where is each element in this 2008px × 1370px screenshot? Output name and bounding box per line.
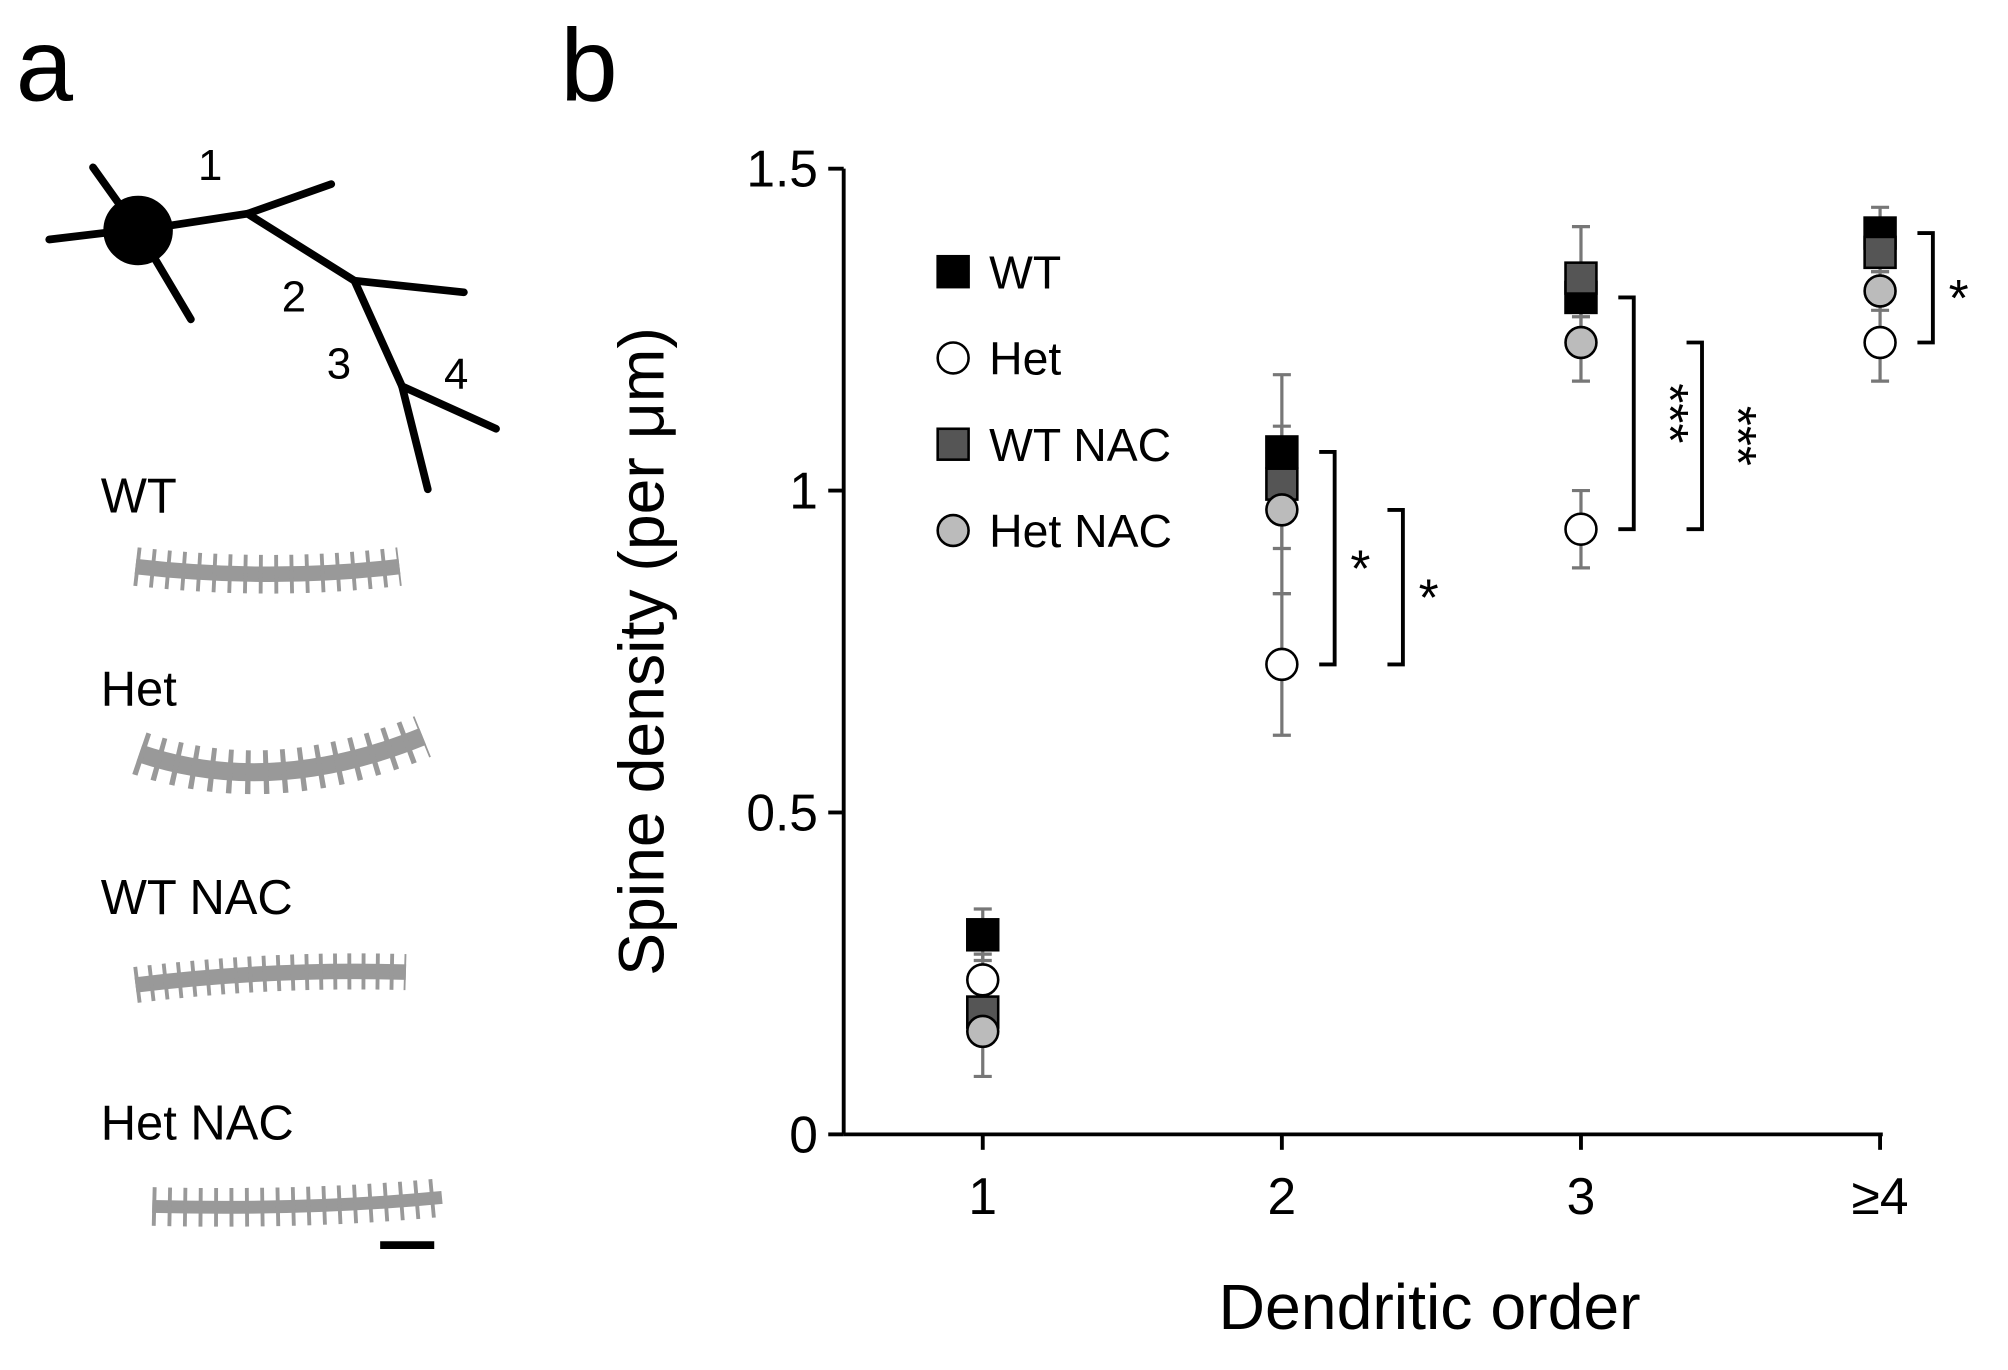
branch-label: 1 [198, 141, 222, 190]
x-tick-label: 2 [1268, 1167, 1297, 1225]
significance-label: *** [1641, 383, 1699, 443]
marker [966, 963, 1000, 997]
significance-label: * [1949, 269, 1969, 327]
marker [1265, 647, 1299, 682]
dendrite-label: Het NAC [101, 1097, 294, 1151]
x-tick-label: 1 [968, 1167, 997, 1225]
significance-label: * [1419, 568, 1439, 626]
legend-marker [936, 254, 970, 289]
y-tick-label: 1.5 [746, 140, 818, 198]
branch-label: 4 [444, 350, 468, 399]
dendrite-label: Het [101, 663, 178, 717]
y-axis-label: Spine density (per μm) [605, 327, 677, 976]
significance-label: *** [1709, 406, 1767, 466]
branch-label: 2 [282, 273, 306, 322]
marker [966, 918, 1000, 952]
significance-bracket [1917, 231, 1935, 345]
legend-label: WT [989, 246, 1061, 298]
marker [1863, 325, 1897, 360]
branch-label: 3 [327, 340, 351, 389]
dendrite-images [132, 547, 444, 1227]
legend-marker [936, 427, 970, 461]
marker [1564, 512, 1598, 546]
marker [1863, 235, 1897, 270]
marker [1265, 493, 1299, 527]
dendrite-label: WT NAC [101, 871, 293, 925]
panel-letter: b [560, 7, 617, 122]
marker [966, 1014, 1000, 1049]
y-tick-label: 1 [789, 462, 818, 520]
marker [1564, 261, 1598, 295]
significance-label: * [1350, 539, 1370, 597]
x-axis-label: Dendritic order [1219, 1271, 1641, 1343]
legend-marker [936, 513, 970, 548]
x-tick-label: ≥4 [1852, 1167, 1909, 1225]
legend-label: WT NAC [989, 419, 1171, 471]
panel-letter: a [16, 7, 74, 122]
marker [1265, 435, 1299, 469]
y-tick-label: 0.5 [746, 783, 818, 841]
marker [1863, 274, 1897, 308]
x-tick-label: 3 [1567, 1167, 1596, 1225]
marker [1564, 325, 1598, 360]
significance-bracket [1387, 507, 1405, 667]
legend-marker [936, 341, 970, 375]
significance-bracket [1319, 450, 1337, 667]
neuron-diagram [45, 163, 500, 494]
dendrite-label: WT [101, 469, 177, 523]
significance-bracket [1686, 340, 1704, 532]
legend-label: Het [989, 333, 1061, 385]
y-tick-label: 0 [789, 1105, 818, 1163]
significance-bracket [1618, 295, 1636, 532]
legend-label: Het NAC [989, 505, 1172, 557]
